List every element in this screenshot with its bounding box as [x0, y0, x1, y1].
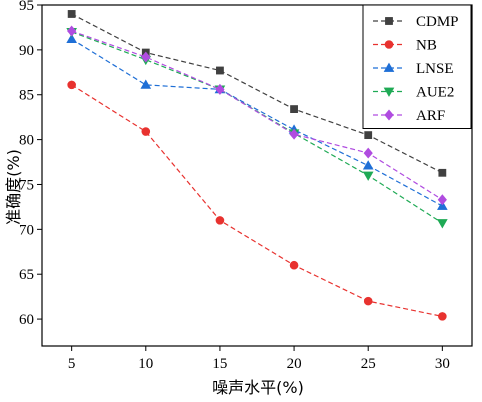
data-point-arf	[289, 128, 299, 140]
data-point-lnse	[362, 160, 374, 170]
legend-box	[362, 4, 472, 129]
data-point-lnse	[140, 79, 152, 89]
data-point-arf	[67, 25, 77, 37]
data-point-nb	[438, 312, 447, 321]
y-tick-label: 70	[19, 222, 34, 238]
x-tick-label: 20	[287, 356, 302, 372]
plot-frame	[41, 4, 473, 347]
y-axis-title: 准确度(%)	[4, 149, 23, 225]
legend-item-aue2: AUE2	[373, 85, 454, 101]
legend-item-cdmp: CDMP	[373, 14, 459, 30]
x-tick-label: 10	[138, 356, 153, 372]
legend: CDMP NB LNSE AUE2 ARF	[362, 4, 472, 129]
y-tick-label: 80	[19, 133, 34, 149]
data-point-lnse	[66, 33, 77, 44]
data-point-arf	[363, 147, 373, 159]
x-tick-label: 25	[361, 356, 376, 372]
legend-swatch-marker	[384, 109, 394, 121]
data-point-arf	[215, 83, 225, 95]
y-tick-label: 60	[19, 312, 34, 328]
series-group	[66, 10, 448, 321]
data-point-aue2	[362, 171, 374, 181]
axes	[41, 4, 473, 347]
legend-label: CDMP	[416, 14, 459, 30]
data-point-cdmp	[290, 105, 298, 113]
legend-swatch-marker	[385, 17, 393, 25]
y-tick-label: 75	[19, 177, 34, 193]
data-point-cdmp	[216, 66, 224, 75]
legend-label: LNSE	[416, 61, 454, 77]
legend-item-lnse: LNSE	[373, 61, 454, 77]
x-axis-title: 噪声水平(%)	[212, 378, 304, 397]
x-tick-label: 5	[68, 356, 76, 372]
series-line-lnse	[71, 38, 443, 207]
data-point-nb	[67, 80, 76, 90]
legend-label: ARF	[416, 108, 445, 124]
data-point-nb	[141, 127, 151, 136]
data-point-arf	[437, 194, 447, 206]
legend-item-nb: NB	[373, 38, 437, 54]
y-tick-label: 95	[19, 0, 34, 14]
legend-swatch-marker	[383, 62, 395, 72]
data-point-nb	[215, 216, 225, 225]
data-point-cdmp	[364, 131, 373, 140]
legend-item-arf: ARF	[373, 108, 445, 124]
x-tick-label: 15	[212, 356, 227, 372]
data-point-cdmp	[67, 10, 76, 18]
y-ticks: 60 65 70 75 80 85 90 95	[19, 0, 42, 328]
series-line-arf	[71, 30, 443, 201]
legend-label: NB	[416, 38, 437, 54]
series-line-nb	[71, 84, 443, 317]
data-point-cdmp	[438, 168, 447, 177]
x-tick-label: 30	[435, 356, 450, 372]
legend-swatch-marker	[383, 87, 395, 97]
data-point-nb	[363, 296, 373, 306]
data-point-lnse	[437, 200, 448, 210]
y-tick-label: 90	[19, 43, 34, 59]
legend-swatch-marker	[384, 40, 394, 49]
y-tick-label: 85	[19, 88, 34, 104]
series-line-cdmp	[71, 13, 443, 174]
x-ticks: 5 10 15 20 25 30	[68, 346, 450, 372]
data-point-aue2	[437, 219, 448, 229]
series-nb	[67, 80, 447, 321]
data-point-arf	[141, 51, 151, 63]
legend-label: AUE2	[416, 85, 454, 101]
series-arf	[67, 25, 447, 206]
y-tick-label: 65	[19, 267, 34, 283]
data-point-nb	[289, 260, 299, 270]
